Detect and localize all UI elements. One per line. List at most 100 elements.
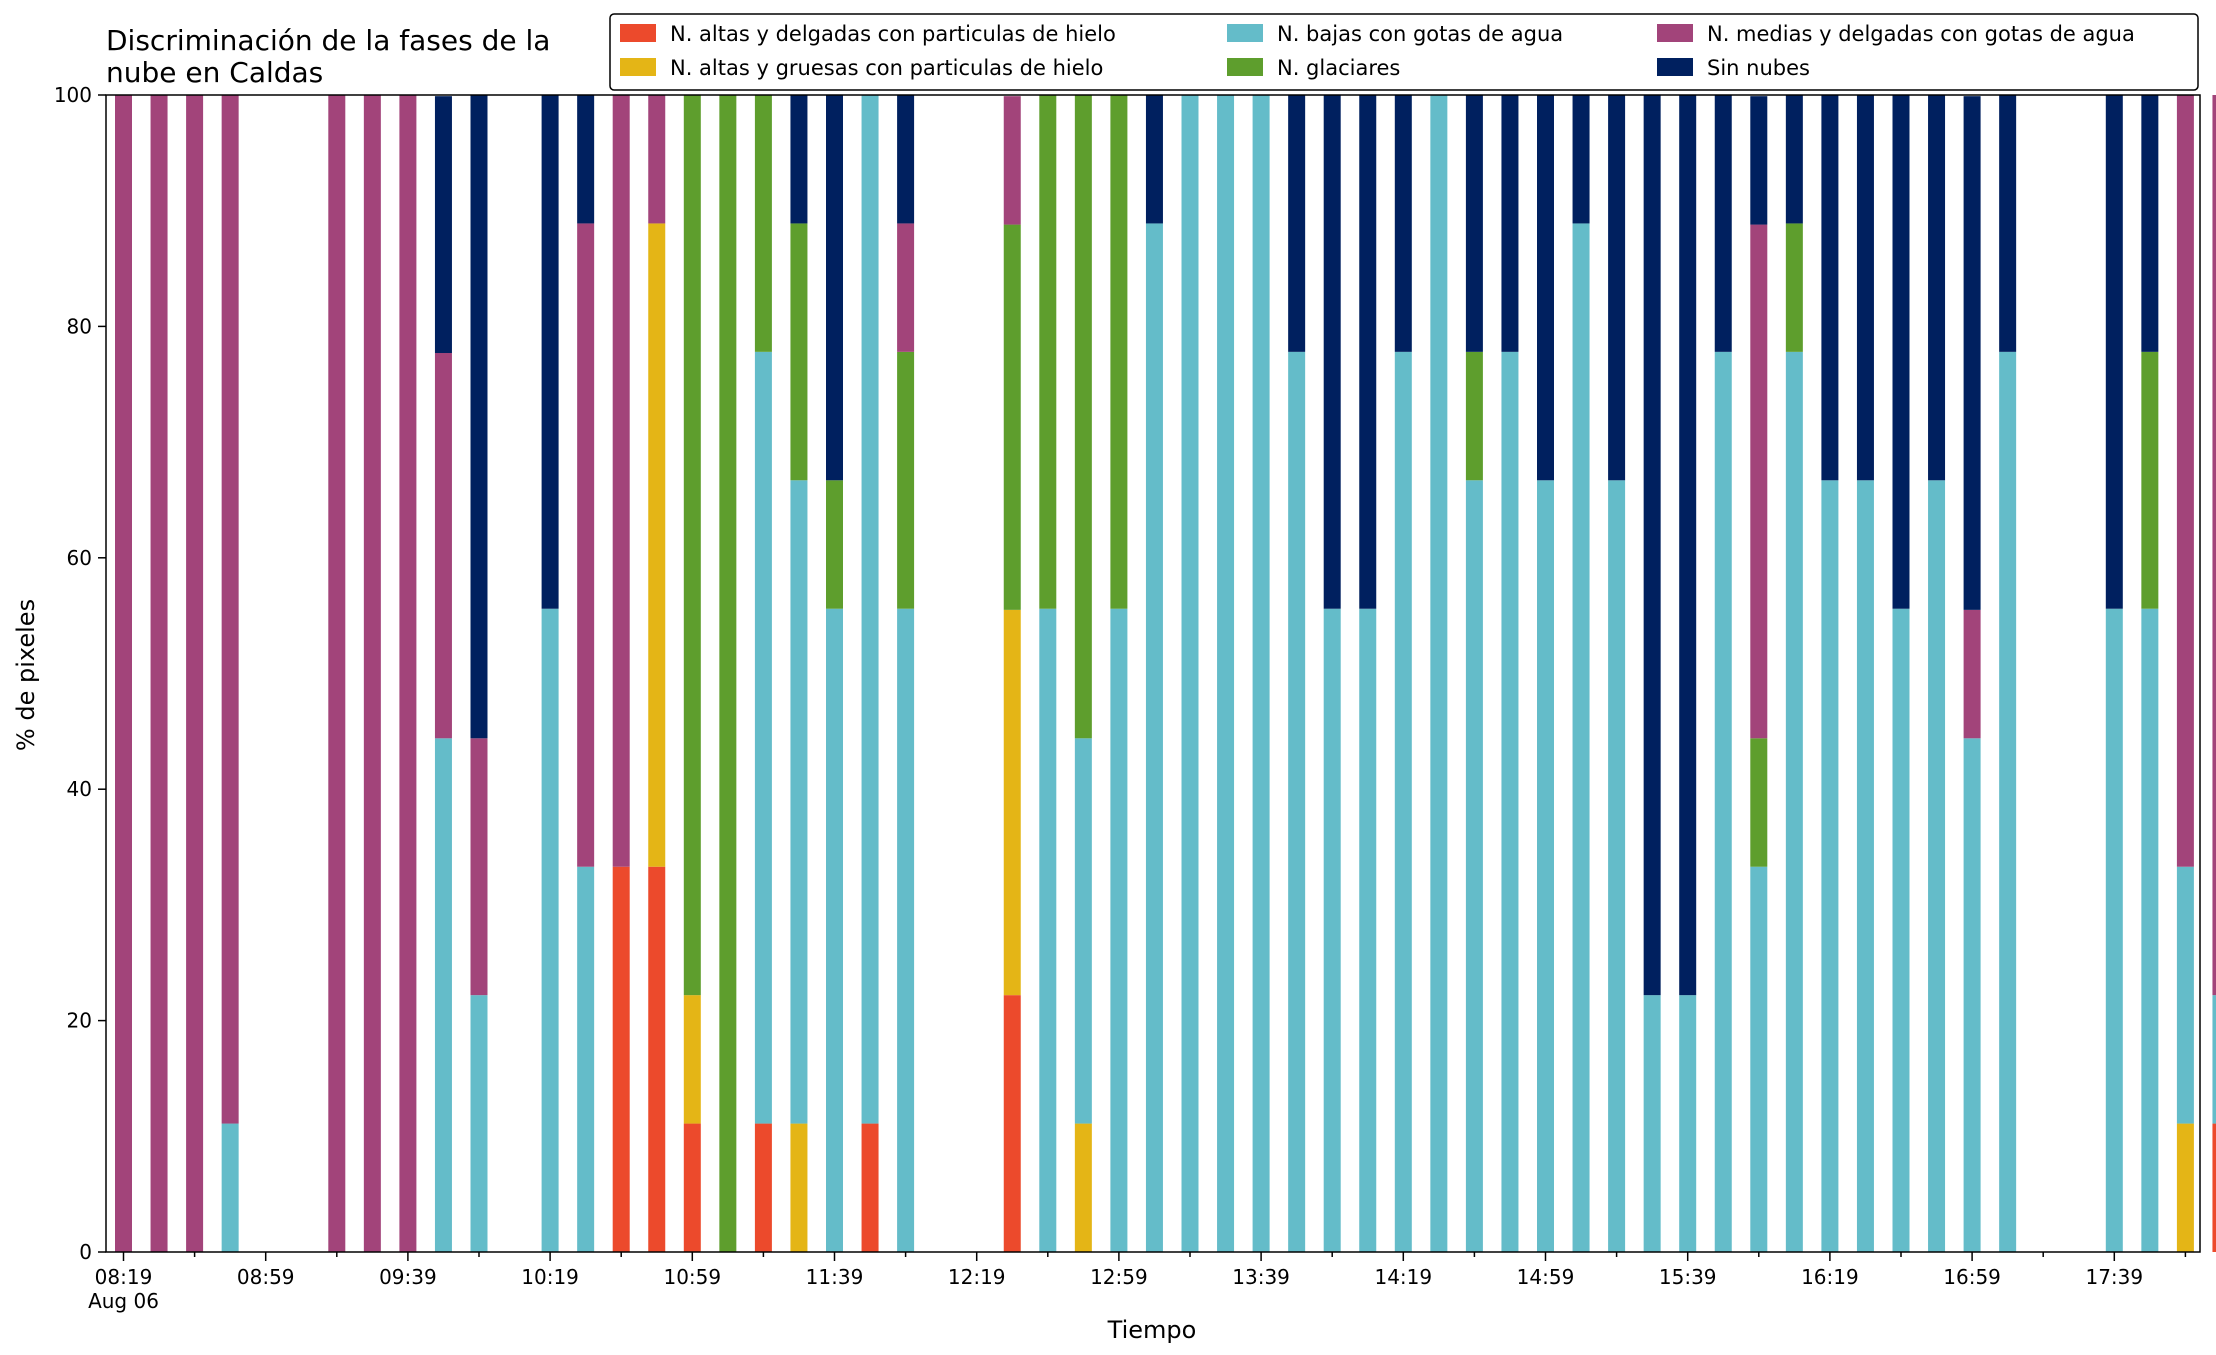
bar-segment [648, 95, 666, 224]
bar-stack [1465, 95, 1483, 1252]
bar-stack [2141, 95, 2159, 1252]
bar-segment [2141, 95, 2159, 352]
bar-segment [1750, 738, 1768, 867]
bar-stack [1537, 95, 1554, 1252]
bar-stack [434, 96, 452, 1252]
bar-segment [221, 95, 239, 1124]
chart-title-line: Discriminación de la fases de la [106, 24, 550, 57]
bar-segment [1608, 95, 1626, 481]
legend-swatch [1657, 58, 1693, 76]
bar-stack [2212, 95, 2216, 1252]
bar-stack [1963, 96, 1981, 1252]
bar-segment [1785, 351, 1803, 1253]
bar-segment [1110, 608, 1128, 1252]
bar-stack [1110, 95, 1128, 1252]
bar-segment [434, 96, 452, 354]
bar-stack [1892, 95, 1910, 1252]
x-axis: 08:19 08:59 09:39 10:19 10:59 11:39 12:19 12:59… [88, 1252, 2187, 1313]
bar-stack [1003, 96, 1021, 1252]
bar-segment [612, 95, 630, 867]
y-tick-label: 0 [79, 1240, 92, 1264]
bar-segment [2141, 351, 2159, 609]
bar-segment [2141, 608, 2159, 1252]
bar-segment [1465, 95, 1483, 352]
bar-segment [1537, 95, 1554, 481]
x-tick-label: 10:19 [521, 1265, 579, 1289]
bar-segment [1003, 995, 1021, 1252]
bar-stack [1359, 95, 1377, 1252]
bar-segment [648, 223, 666, 867]
legend-item: N. glaciares [1227, 56, 1400, 80]
bar-segment [399, 95, 417, 1252]
bar-stack [861, 95, 879, 1252]
bar-segment [754, 1123, 772, 1252]
bar-segment [1039, 608, 1057, 1252]
bar-segment [1785, 223, 1803, 352]
bar-stack [1288, 95, 1306, 1253]
bar-segment [2212, 95, 2216, 996]
bar-stack [2176, 95, 2194, 1252]
bar-stack [1181, 95, 1199, 1252]
x-tick-label: 16:19 [1801, 1265, 1859, 1289]
bar-stack [790, 95, 808, 1252]
bar-stack [221, 95, 239, 1252]
bar-stack [1572, 95, 1590, 1253]
bar-stack [1928, 95, 1946, 1252]
bar-segment [1110, 95, 1128, 609]
bar-segment [790, 1123, 808, 1252]
bar-segment [470, 95, 488, 739]
bar-segment [1217, 95, 1235, 1252]
bar-segment [1856, 95, 1874, 481]
x-tick-label: 09:39 [379, 1265, 437, 1289]
bar-stack [754, 95, 772, 1252]
bar-segment [1714, 351, 1732, 1253]
bar-stack [1039, 95, 1057, 1252]
bar-stack [1430, 95, 1448, 1252]
bar-segment [1003, 609, 1021, 996]
bar-segment [1074, 1123, 1092, 1252]
bar-segment [1643, 95, 1661, 996]
bar-segment [150, 95, 168, 1252]
bar-segment [1572, 223, 1590, 1253]
bar-segment [1963, 609, 1981, 739]
bar-segment [861, 1123, 879, 1252]
bar-segment [1430, 95, 1448, 1252]
legend-swatch [1227, 24, 1263, 42]
bar-segment [754, 351, 772, 1124]
bar-segment [1323, 95, 1341, 609]
bar-segment [1465, 480, 1483, 1252]
bar-stack [399, 95, 417, 1252]
bar-segment [897, 608, 915, 1252]
bar-segment [1785, 95, 1803, 224]
legend-item: N. altas y delgadas con particulas de hi… [620, 22, 1116, 46]
bar-segment [1999, 351, 2017, 1253]
bar-segment [2212, 1123, 2216, 1252]
chart-title-line: nube en Caldas [106, 56, 323, 89]
legend-swatch [1227, 58, 1263, 76]
bar-segment [1359, 95, 1377, 609]
bar-segment [1572, 95, 1590, 224]
bar-segment [470, 738, 488, 996]
bar-segment [1181, 95, 1199, 1252]
x-tick-label: 13:39 [1232, 1265, 1290, 1289]
bar-stack [186, 95, 204, 1252]
bar-segment [1323, 608, 1341, 1252]
bar-stack [1999, 95, 2017, 1253]
bar-segment [115, 95, 132, 1252]
bar-stack [328, 95, 346, 1252]
bar-stack [683, 95, 701, 1252]
bar-segment [2105, 608, 2123, 1252]
x-axis-label: Tiempo [1107, 1316, 1197, 1344]
bar-segment [1003, 224, 1021, 610]
y-axis: 0 20 40 60 80 100 [54, 83, 106, 1264]
x-tick-date-label: Aug 06 [88, 1289, 159, 1313]
bar-stack [1856, 95, 1874, 1252]
bar-segment [1821, 95, 1839, 481]
x-tick-label: 08:19 [95, 1265, 153, 1289]
bar-stack [363, 95, 381, 1252]
bar-segment [683, 995, 701, 1124]
x-tick-label: 16:59 [1943, 1265, 2001, 1289]
bar-segment [1465, 351, 1483, 481]
bar-stack [1608, 95, 1626, 1252]
y-tick-label: 80 [67, 314, 92, 338]
